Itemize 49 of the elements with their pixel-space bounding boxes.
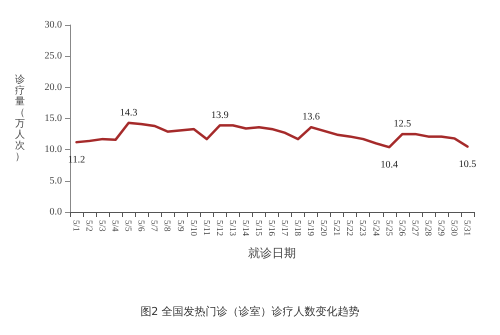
x-tick-label: 5/26 [397, 220, 408, 236]
y-tick-label: 0.0 [50, 206, 62, 218]
x-tick-label: 5/1 [72, 220, 82, 232]
x-tick-label: 5/4 [110, 220, 121, 232]
y-tick-label: 10.0 [44, 144, 62, 156]
x-tick-label: 5/27 [410, 220, 420, 236]
x-tick-label: 5/13 [228, 220, 238, 236]
x-tick-label: 5/6 [136, 220, 147, 232]
x-tick-label: 5/23 [358, 220, 368, 236]
x-tick-label: 5/16 [267, 220, 277, 236]
x-tick-label: 5/7 [150, 220, 160, 232]
line-series [75, 122, 469, 148]
y-tick-label: 15.0 [44, 113, 62, 124]
y-axis-title: 诊疗量（万人次） [15, 74, 25, 162]
x-tick-label: 5/24 [371, 220, 382, 236]
y-tick-label: 30.0 [44, 20, 62, 30]
y-tick-label: 20.0 [44, 82, 62, 93]
x-tick-label: 5/3 [98, 220, 108, 232]
y-tick-label: 25.0 [44, 50, 62, 62]
x-tick-label: 5/18 [293, 220, 304, 236]
data-label: 11.2 [68, 154, 86, 166]
data-label: 10.4 [380, 160, 398, 171]
caption: 图2 全国发热门诊（诊室）诊疗人数变化趋势 [140, 305, 360, 318]
data-label: 10.5 [458, 159, 476, 170]
x-axis-title: 就诊日期 [248, 246, 296, 260]
x-tick-label: 5/9 [176, 220, 186, 232]
x-tick-label: 5/10 [188, 220, 199, 236]
x-tick-label: 5/28 [423, 220, 434, 236]
x-tick-label: 5/31 [462, 220, 472, 236]
data-label: 13.6 [302, 112, 320, 123]
x-tick-label: 5/15 [254, 220, 264, 236]
x-tick-label: 5/14 [240, 220, 251, 236]
x-tick-label: 5/29 [436, 220, 446, 236]
x-tick-label: 5/5 [124, 220, 134, 232]
data-label: 12.5 [394, 118, 412, 130]
x-tick-label: 5/12 [214, 220, 225, 236]
x-tick-label: 5/25 [384, 220, 394, 236]
x-tick-label: 5/30 [449, 220, 460, 236]
x-tick-label: 5/21 [332, 220, 342, 236]
x-tick-label: 5/2 [84, 220, 95, 232]
x-tick-label: 5/19 [306, 220, 316, 236]
y-tick-label: 5.0 [50, 175, 62, 186]
data-label: 13.9 [211, 110, 229, 121]
x-tick-label: 5/20 [319, 220, 330, 236]
x-tick-label: 5/17 [280, 220, 290, 236]
x-tick-label: 5/22 [345, 220, 356, 236]
data-label: 14.3 [120, 107, 138, 118]
x-tick-label: 5/11 [202, 220, 212, 236]
x-tick-label: 5/8 [162, 220, 173, 232]
